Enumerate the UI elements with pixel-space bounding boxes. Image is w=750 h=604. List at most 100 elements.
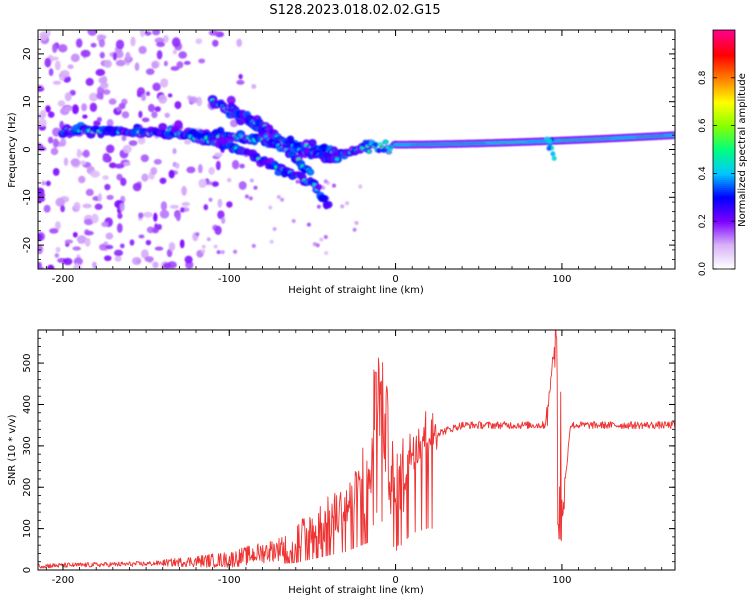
ray-core-blob — [334, 157, 340, 162]
noise-blob — [85, 77, 94, 86]
x-tick-label: -200 — [52, 575, 75, 586]
noise-blob — [217, 210, 225, 220]
colorbar-tick-label: 0.0 — [698, 262, 708, 277]
noise-blob — [272, 227, 277, 231]
colorbar-tick-label: 0.4 — [698, 166, 708, 181]
ray-blob — [314, 183, 323, 191]
colorbar-segment — [713, 251, 735, 254]
noise-blob — [158, 94, 168, 104]
noise-blob — [176, 61, 184, 69]
y-tick-label: 0 — [22, 567, 33, 573]
noise-blob — [179, 239, 185, 249]
noise-blob — [80, 49, 91, 58]
noise-blob — [55, 197, 65, 207]
noise-blob — [141, 117, 150, 123]
noise-blob — [138, 110, 143, 119]
noise-blob — [280, 197, 285, 202]
transition-blob — [387, 150, 391, 154]
colorbar-segment — [713, 217, 735, 220]
noise-blob — [96, 34, 107, 40]
noise-blob — [138, 234, 145, 239]
transition-blob — [367, 149, 371, 153]
noise-blob — [38, 233, 43, 242]
noise-blob — [105, 144, 115, 154]
noise-blob — [208, 30, 219, 36]
colorbar-segment — [713, 261, 735, 264]
colorbar: 0.0 0.2 0.4 0.6 0.8 Normalized spectral ampl… — [698, 29, 748, 277]
noise-blob — [198, 58, 206, 64]
colorbar-segment — [713, 149, 735, 153]
noise-blob — [201, 244, 206, 249]
noise-blob — [104, 183, 111, 191]
colorbar-segment — [713, 109, 735, 113]
colorbar-segment — [713, 95, 735, 99]
colorbar-tick-label: 0.6 — [698, 118, 708, 133]
noise-blob — [143, 211, 153, 218]
noise-blob — [134, 62, 140, 71]
colorbar-segment — [713, 175, 735, 178]
colorbar-segment — [713, 195, 735, 198]
noise-blob — [140, 154, 149, 163]
noise-blob — [157, 224, 162, 230]
noise-blob — [181, 202, 191, 207]
noise-blob — [226, 201, 233, 208]
noise-blob — [203, 204, 209, 211]
noise-blob — [291, 219, 296, 223]
snr-series-line — [38, 330, 675, 569]
colorbar-segment — [713, 235, 735, 238]
x-tick-label: -200 — [52, 274, 75, 285]
noise-blob — [171, 37, 181, 48]
colorbar-segment — [713, 259, 735, 262]
noise-blob — [319, 237, 324, 242]
colorbar-segment — [713, 123, 735, 127]
noise-blob — [64, 92, 72, 102]
colorbar-segment — [713, 121, 735, 125]
noise-blob — [236, 79, 245, 85]
noise-blob — [69, 89, 76, 96]
noise-blob — [151, 111, 158, 119]
colorbar-segment — [713, 163, 735, 167]
y-tick-label: 300 — [22, 436, 33, 455]
colorbar-segment — [713, 221, 735, 224]
noise-blob — [358, 184, 363, 189]
colorbar-segment — [713, 105, 735, 109]
y-tick-label: -20 — [22, 237, 33, 253]
noise-blob — [122, 144, 132, 154]
noise-blob — [181, 185, 187, 196]
noise-blob — [106, 119, 114, 127]
noise-blob — [52, 43, 58, 54]
noise-blob — [47, 136, 54, 144]
transition-blob — [383, 140, 388, 144]
noise-blob — [174, 162, 180, 169]
noise-blob — [215, 160, 221, 171]
noise-blob — [81, 103, 88, 112]
colorbar-segment — [713, 129, 735, 133]
noise-blob — [84, 237, 91, 247]
noise-blob — [116, 173, 123, 181]
noise-blob — [49, 228, 59, 234]
noise-blob — [154, 246, 164, 251]
noise-blob — [41, 180, 46, 186]
colorbar-segment — [713, 205, 735, 208]
y-tick-label: 10 — [22, 95, 33, 108]
noise-blob — [236, 38, 243, 48]
snr-ticks: -200 -100 0 100 0 100 200 300 400 500 — [22, 329, 675, 586]
noise-blob — [91, 213, 99, 224]
noise-blob — [45, 105, 51, 113]
noise-blob — [119, 243, 125, 249]
colorbar-segment — [713, 101, 735, 105]
noise-blob — [345, 201, 349, 206]
noise-blob — [151, 61, 159, 69]
noise-blob — [239, 163, 245, 169]
colorbar-segment — [713, 191, 735, 194]
noise-blob — [238, 181, 247, 190]
colorbar-segment — [713, 229, 735, 232]
noise-blob — [208, 197, 213, 202]
colorbar-segment — [713, 265, 735, 268]
colorbar-segment — [713, 155, 735, 159]
colorbar-segment — [713, 89, 735, 93]
colorbar-segment — [713, 91, 735, 95]
noise-blob — [132, 182, 142, 192]
noise-blob — [154, 106, 161, 112]
